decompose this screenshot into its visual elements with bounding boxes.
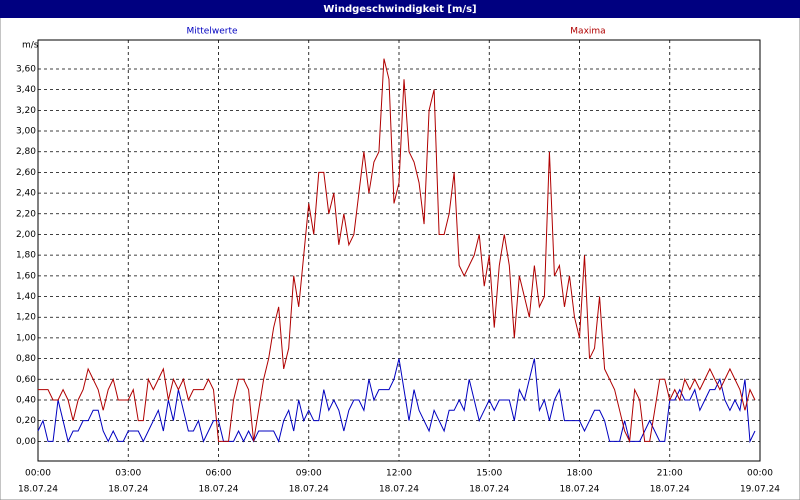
y-tick-label: 1,60 xyxy=(16,271,36,281)
x-tick-date: 18.07.24 xyxy=(559,485,599,495)
chart-title: Windgeschwindigkeit [m/s] xyxy=(323,4,476,15)
y-tick-label: 2,40 xyxy=(16,189,36,199)
x-tick-date: 18.07.24 xyxy=(198,485,238,495)
x-tick-label: 03:00 xyxy=(115,469,141,479)
x-tick-label: 06:00 xyxy=(206,469,232,479)
y-tick-label: 0,60 xyxy=(16,375,36,385)
y-tick-label: 1,00 xyxy=(16,333,36,343)
legend-label: Mittelwerte xyxy=(186,27,237,37)
x-tick-date: 18.07.24 xyxy=(379,485,419,495)
y-tick-label: 3,40 xyxy=(16,85,36,95)
y-tick-label: 0,00 xyxy=(16,437,36,447)
y-tick-label: 2,20 xyxy=(16,209,36,219)
x-tick-label: 09:00 xyxy=(296,469,322,479)
y-tick-label: 1,80 xyxy=(16,251,36,261)
data-line xyxy=(38,58,756,444)
y-tick-label: 1,20 xyxy=(16,313,36,323)
legend-label: Maxima xyxy=(570,27,605,37)
x-tick-label: 15:00 xyxy=(476,469,502,479)
y-tick-label: 2,60 xyxy=(16,168,36,178)
y-tick-label: 0,20 xyxy=(16,416,36,426)
x-tick-date: 18.07.24 xyxy=(650,485,690,495)
y-tick-label: 3,20 xyxy=(16,106,36,116)
y-unit: m/s xyxy=(22,41,39,51)
x-tick-label: 18:00 xyxy=(567,469,593,479)
x-tick-date: 18.07.24 xyxy=(108,485,148,495)
x-tick-label: 00:00 xyxy=(25,469,51,479)
y-tick-label: 0,80 xyxy=(16,354,36,364)
title-bar xyxy=(0,0,800,18)
x-tick-date: 18.07.24 xyxy=(469,485,509,495)
x-tick-label: 00:00 xyxy=(747,469,773,479)
y-tick-label: 3,00 xyxy=(16,127,36,137)
y-tick-label: 2,80 xyxy=(16,147,36,157)
y-tick-label: 3,60 xyxy=(16,64,36,74)
x-tick-label: 12:00 xyxy=(386,469,412,479)
x-tick-date: 19.07.24 xyxy=(740,485,780,495)
x-tick-label: 21:00 xyxy=(657,469,683,479)
y-tick-label: 1,40 xyxy=(16,292,36,302)
y-tick-label: 0,40 xyxy=(16,395,36,405)
data-line xyxy=(37,358,756,444)
y-tick-label: 2,00 xyxy=(16,230,36,240)
x-tick-date: 18.07.24 xyxy=(18,485,58,495)
x-tick-date: 18.07.24 xyxy=(289,485,329,495)
